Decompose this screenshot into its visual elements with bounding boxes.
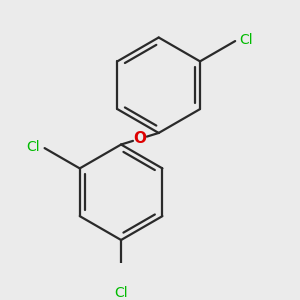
Text: O: O	[134, 131, 146, 146]
Text: Cl: Cl	[27, 140, 40, 154]
Text: Cl: Cl	[114, 286, 128, 300]
Text: Cl: Cl	[239, 33, 253, 46]
